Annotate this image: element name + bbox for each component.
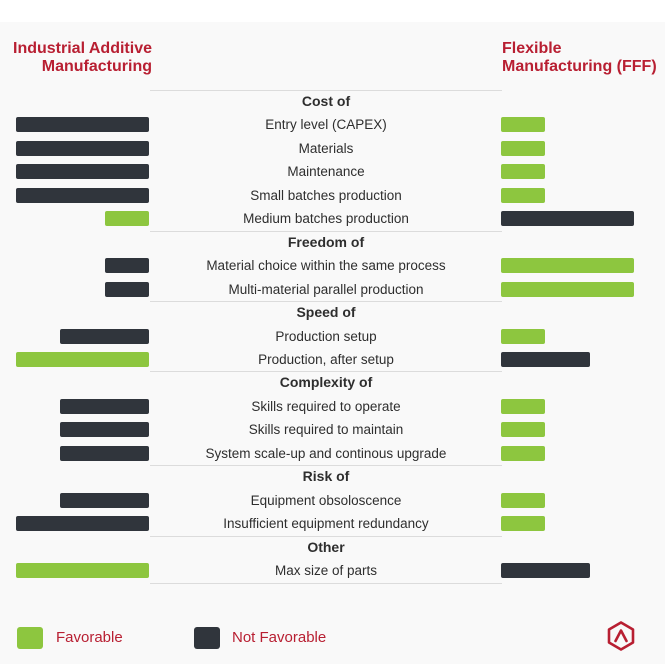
flexible-fff-bar	[501, 164, 546, 180]
industrial-am-bar	[104, 281, 149, 297]
row-label: Maintenance	[287, 164, 365, 180]
chart-row: Equipment obsoloscence	[0, 489, 665, 512]
row-label: Skills required to maintain	[248, 422, 404, 438]
section-divider	[150, 535, 502, 537]
chart-row: Medium batches production	[0, 207, 665, 230]
flexible-fff-bar	[501, 281, 634, 297]
section-heading: Speed of	[0, 301, 665, 324]
flexible-fff-bar	[501, 117, 546, 133]
section-heading-label: Risk of	[302, 468, 350, 485]
section-heading-label: Cost of	[301, 93, 351, 109]
section-divider	[150, 465, 502, 467]
section-heading-label: Complexity of	[279, 374, 373, 391]
row-label: Skills required to operate	[251, 398, 401, 414]
chart-row: Insufficient equipment redundancy	[0, 512, 665, 535]
chart-row: Production setup	[0, 325, 665, 348]
flexible-fff-bar	[501, 398, 546, 414]
industrial-am-bar	[60, 445, 149, 461]
flexible-fff-bar	[501, 492, 546, 508]
right-column-header: Flexible Manufacturing (FFF)	[502, 40, 657, 75]
row-label: Insufficient equipment redundancy	[223, 516, 429, 532]
comparison-chart: Cost of Entry level (CAPEX) Materials Maint…	[0, 90, 665, 585]
section-heading-label: Other	[307, 538, 345, 555]
industrial-am-bar	[16, 516, 149, 532]
row-label: Medium batches production	[243, 211, 409, 227]
legend-favorable-swatch	[17, 627, 43, 649]
chart-row: Material choice within the same process	[0, 254, 665, 277]
legend-favorable-label: Favorable	[56, 629, 123, 646]
top-band	[0, 0, 665, 22]
flexible-fff-bar	[501, 422, 546, 438]
chart-row: System scale-up and continous upgrade	[0, 442, 665, 465]
row-label: System scale-up and continous upgrade	[205, 445, 447, 461]
flexible-fff-bar	[501, 351, 590, 367]
flexible-fff-bar	[501, 445, 546, 461]
flexible-fff-bar	[501, 140, 546, 156]
section-heading-label: Freedom of	[287, 233, 365, 250]
flexible-fff-bar	[501, 328, 546, 344]
flexible-fff-bar	[501, 563, 590, 578]
row-label: Equipment obsoloscence	[250, 492, 402, 508]
section-heading: Cost of	[0, 90, 665, 113]
flexible-fff-bar	[501, 516, 546, 532]
industrial-am-bar	[60, 422, 149, 438]
chart-row: Production, after setup	[0, 348, 665, 371]
row-label: Materials	[298, 140, 354, 156]
chart-bottom-divider	[150, 583, 502, 585]
chart-row: Skills required to maintain	[0, 418, 665, 441]
chart-row: Maintenance	[0, 160, 665, 183]
legend-not-favorable-swatch	[194, 627, 220, 649]
row-label: Production, after setup	[258, 351, 394, 367]
section-divider	[150, 90, 502, 91]
brand-logo-icon	[607, 621, 635, 651]
section-heading: Complexity of	[0, 371, 665, 394]
section-divider	[150, 301, 502, 303]
chart-row: Entry level (CAPEX)	[0, 113, 665, 136]
section-divider	[150, 230, 502, 232]
section-heading-label: Speed of	[296, 304, 356, 321]
row-label: Multi-material parallel production	[228, 281, 424, 297]
row-label: Max size of parts	[274, 563, 378, 578]
left-column-header: Industrial Additive Manufacturing	[13, 40, 152, 75]
flexible-fff-bar	[501, 211, 634, 227]
row-label: Small batches production	[250, 187, 402, 203]
industrial-am-bar	[16, 187, 149, 203]
industrial-am-bar	[60, 398, 149, 414]
section-heading: Freedom of	[0, 230, 665, 254]
chart-row: Multi-material parallel production	[0, 278, 665, 301]
industrial-am-bar	[16, 117, 149, 133]
row-label: Material choice within the same process	[206, 258, 446, 274]
industrial-am-bar	[16, 164, 149, 180]
section-heading: Risk of	[0, 465, 665, 488]
industrial-am-bar	[104, 258, 149, 274]
legend-not-favorable-label: Not Favorable	[232, 629, 327, 646]
industrial-am-bar	[60, 328, 149, 344]
section-heading: Other	[0, 535, 665, 559]
flexible-fff-bar	[501, 187, 546, 203]
row-label: Production setup	[275, 328, 377, 344]
chart-row: Small batches production	[0, 184, 665, 207]
industrial-am-bar	[16, 351, 149, 367]
chart-row: Materials	[0, 137, 665, 160]
chart-row: Skills required to operate	[0, 395, 665, 418]
section-divider	[150, 371, 502, 373]
industrial-am-bar	[104, 211, 149, 227]
industrial-am-bar	[16, 140, 149, 156]
flexible-fff-bar	[501, 258, 634, 274]
industrial-am-bar	[16, 563, 149, 578]
row-label: Entry level (CAPEX)	[265, 117, 387, 133]
chart-row: Max size of parts	[0, 559, 665, 582]
industrial-am-bar	[60, 492, 149, 508]
